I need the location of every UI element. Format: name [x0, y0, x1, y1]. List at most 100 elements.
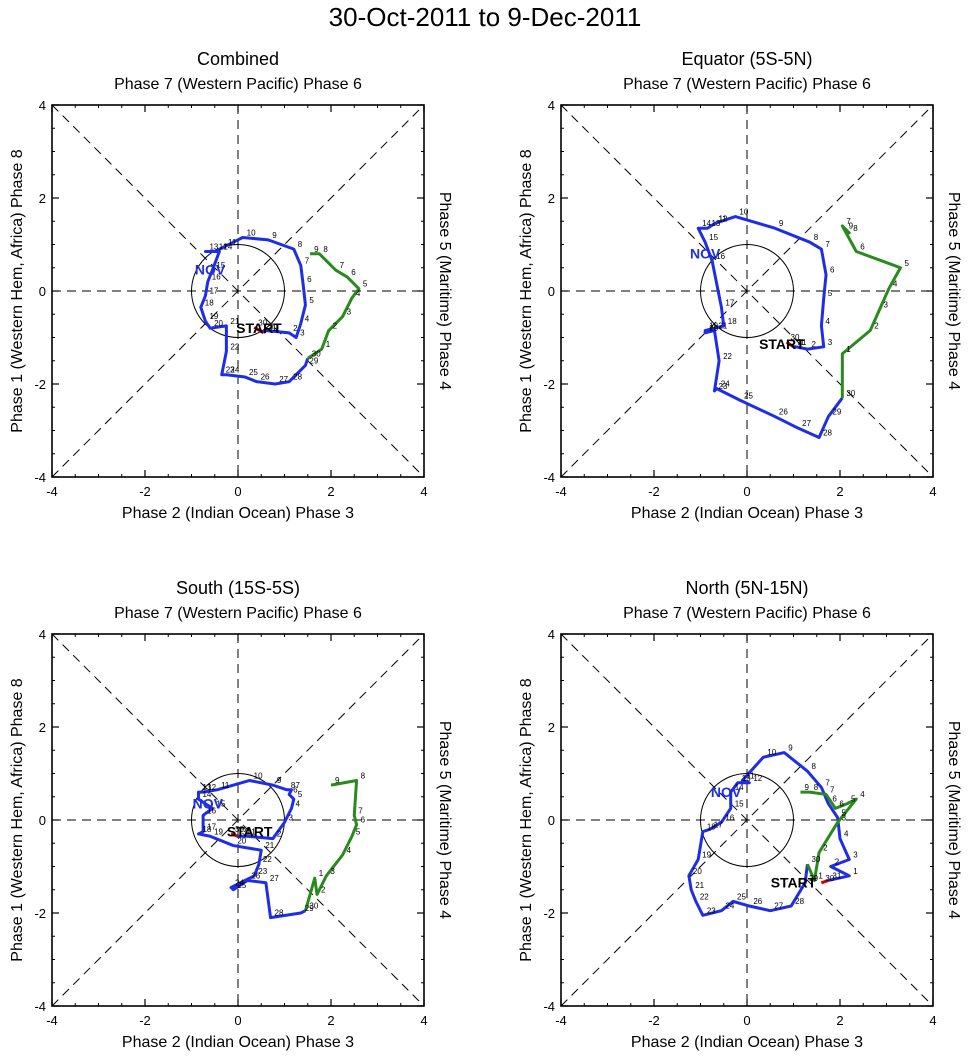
right-phase-label: Phase 5 (Maritime) Phase 4 [945, 192, 962, 390]
dec-day-label: 1 [326, 340, 331, 349]
panel-title: North (5N-15N) [685, 578, 808, 598]
panel-title: South (15S-5S) [176, 578, 300, 598]
nov-day-label: 29 [309, 356, 318, 365]
start-label: START [771, 874, 817, 890]
nov-day-label: 2 [293, 324, 298, 333]
panel-3: South (15S-5S) Phase 7 (Western Pacific) … [9, 578, 453, 1051]
x-tick-label: -2 [139, 1013, 151, 1028]
nov-trajectory [199, 236, 310, 386]
start-label: START [227, 823, 273, 839]
nov-day-label: 8 [811, 762, 816, 771]
x-tick-label: 2 [327, 484, 334, 499]
nov-day-label: 7 [825, 778, 830, 787]
nov-day-label: 7 [825, 240, 830, 249]
nov-day-label: 26 [251, 871, 260, 880]
figure-title: 30-Oct-2011 to 9-Dec-2011 [329, 2, 642, 32]
start-label: START [236, 320, 282, 336]
top-phase-label: Phase 7 (Western Pacific) Phase 6 [623, 76, 871, 93]
dec-day-label: 5 [363, 280, 368, 289]
nov-day-label: 22 [723, 352, 732, 361]
nov-day-label: 6 [830, 266, 835, 275]
nov-day-label: 2 [277, 830, 282, 839]
dec-day-label: 9 [804, 783, 809, 792]
nov-day-label: 22 [263, 855, 272, 864]
top-phase-label: Phase 7 (Western Pacific) Phase 6 [623, 605, 871, 622]
y-tick-label: 0 [548, 813, 555, 828]
y-tick-label: 0 [39, 284, 46, 299]
x-tick-label: -4 [46, 1013, 58, 1028]
nov-day-label: 3 [300, 329, 305, 338]
nov-day-label: 15 [216, 261, 225, 270]
y-tick-label: 4 [39, 627, 46, 642]
start-label: START [759, 336, 805, 352]
nov-day-label: 25 [237, 881, 246, 890]
oct-day-label: 31 [798, 338, 807, 347]
nov-day-label: 29 [305, 904, 314, 913]
nov-day-label: 18 [202, 825, 211, 834]
nov-day-label: 6 [293, 785, 298, 794]
nov-day-label: 13 [711, 219, 720, 228]
nov-day-label: 28 [293, 373, 302, 382]
dec-day-label: 9 [314, 245, 319, 254]
y-tick-label: 4 [548, 627, 555, 642]
nov-day-label: 7 [295, 781, 300, 790]
dec-day-label: 3 [842, 813, 847, 822]
oct-day-label: 31 [832, 871, 841, 880]
nov-day-label: 19 [214, 827, 223, 836]
nov-day-label: 2 [811, 340, 816, 349]
nov-day-label: 1 [800, 338, 805, 347]
oct-day-label: 30 [791, 333, 800, 342]
left-phase-label: Phase 1 (Western Hem, Africa) Phase 8 [518, 149, 535, 432]
nov-day-label: 7 [305, 256, 310, 265]
dec-day-label: 1 [846, 345, 851, 354]
bottom-phase-label: Phase 2 (Indian Ocean) Phase 3 [122, 505, 354, 522]
right-phase-label: Phase 5 (Maritime) Phase 4 [945, 721, 962, 919]
y-tick-label: 2 [548, 720, 555, 735]
oct-day-label: 30 [235, 825, 244, 834]
bottom-phase-label: Phase 2 (Indian Ocean) Phase 3 [631, 1034, 863, 1051]
dec-trajectory [800, 790, 858, 882]
nov-day-label: 10 [767, 748, 776, 757]
nov-day-label: 1 [853, 867, 858, 876]
nov-day-label: 4 [305, 315, 310, 324]
dec-day-label: 7 [340, 261, 345, 270]
dec-day-label: 8 [361, 771, 366, 780]
dec-day-label: 2 [874, 322, 879, 331]
nov-day-label: 2 [835, 858, 840, 867]
x-tick-label: 2 [836, 1013, 843, 1028]
y-tick-label: -4 [34, 999, 46, 1014]
month-label: NOV [195, 262, 226, 278]
nov-day-label: 18 [707, 823, 716, 832]
dec-day-label: 6 [361, 816, 366, 825]
x-tick-label: 4 [420, 484, 427, 499]
dec-day-label: 7 [846, 217, 851, 226]
nov-day-label: 24 [230, 366, 239, 375]
nov-day-label: 4 [295, 799, 300, 808]
nov-day-label: 11 [746, 771, 755, 780]
nov-day-label: 8 [298, 240, 303, 249]
nov-trajectory [696, 215, 844, 439]
nov-day-label: 19 [702, 851, 711, 860]
panel-title: Combined [197, 49, 279, 69]
nov-day-label: 12 [718, 215, 727, 224]
nov-day-label: 28 [275, 909, 284, 918]
oct-day-label: 30 [258, 318, 267, 327]
x-tick-label: 0 [234, 484, 241, 499]
nov-day-label: 15 [216, 799, 225, 808]
nov-day-label: 1 [270, 322, 275, 331]
dec-day-label: 5 [904, 259, 909, 268]
nov-day-label: 23 [258, 867, 267, 876]
nov-day-label: 13 [209, 242, 218, 251]
nov-day-label: 6 [307, 275, 312, 284]
nov-day-label: 14 [202, 790, 211, 799]
oct-trajectory [820, 879, 829, 885]
nov-day-label: 9 [788, 744, 793, 753]
nov-day-label: 12 [753, 774, 762, 783]
nov-day-label: 11 [718, 215, 727, 224]
dec-day-label: 7 [358, 806, 363, 815]
nov-day-label: 4 [844, 830, 849, 839]
dec-day-label: 2 [823, 844, 828, 853]
nov-day-label: 19 [209, 312, 218, 321]
x-tick-label: 0 [743, 1013, 750, 1028]
nov-day-label: 29 [809, 874, 818, 883]
